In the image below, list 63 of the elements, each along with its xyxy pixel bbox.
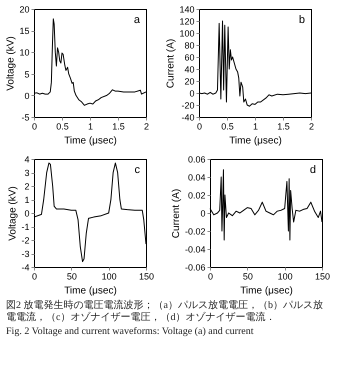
x-tick-label: 0 bbox=[208, 272, 214, 282]
y-tick-label: -5 bbox=[21, 112, 30, 122]
x-axis-title: Time (μsec) bbox=[64, 286, 117, 296]
x-tick-label: 0.5 bbox=[56, 122, 69, 132]
x-tick-label: 1.5 bbox=[277, 122, 290, 132]
x-tick-label: 1 bbox=[252, 122, 258, 132]
annotation: d bbox=[310, 164, 316, 176]
y-tick-label: 140 bbox=[179, 4, 194, 14]
y-tick-label: 0.04 bbox=[188, 172, 206, 182]
x-tick-label: 100 bbox=[102, 272, 117, 282]
y-tick-label: -20 bbox=[181, 100, 194, 110]
x-tick-label: 0.5 bbox=[221, 122, 234, 132]
x-axis-title: Time (μsec) bbox=[229, 136, 282, 146]
y-tick-label: -0.06 bbox=[184, 262, 206, 272]
y-tick-label: 80 bbox=[184, 40, 194, 50]
x-axis-title: Time (μsec) bbox=[64, 136, 117, 146]
y-tick-label: -4 bbox=[21, 262, 30, 272]
y-axis-title: Voltage (kV) bbox=[5, 36, 16, 91]
y-tick-label: -40 bbox=[181, 112, 194, 122]
y-tick-label: 3 bbox=[24, 168, 30, 178]
y-tick-label: 0 bbox=[200, 208, 206, 218]
caption: Fig. 2 Voltage and current waveforms: Voltage (a) and current bbox=[6, 326, 255, 338]
y-tick-label: 120 bbox=[179, 16, 194, 26]
x-tick-label: 2 bbox=[144, 122, 150, 132]
y-tick-label: 0.06 bbox=[188, 154, 206, 164]
x-tick-label: 150 bbox=[314, 272, 330, 282]
x-tick-label: 100 bbox=[278, 272, 293, 282]
y-tick-label: 5 bbox=[24, 69, 30, 80]
y-tick-label: 10 bbox=[19, 48, 30, 58]
x-tick-label: 1.5 bbox=[112, 122, 125, 132]
y-tick-label: -2 bbox=[21, 236, 30, 246]
x-axis-title: Time (μsec) bbox=[240, 286, 293, 296]
y-tick-label: 0 bbox=[189, 88, 194, 98]
y-tick-label: 15 bbox=[19, 26, 30, 36]
x-tick-label: 1 bbox=[88, 122, 94, 132]
x-tick-label: 2 bbox=[308, 122, 314, 132]
y-tick-label: -0.04 bbox=[184, 244, 206, 254]
x-tick-label: 50 bbox=[242, 272, 253, 282]
y-tick-label: 0 bbox=[24, 90, 30, 101]
y-axis-title: Voltage (kV) bbox=[8, 186, 18, 241]
y-tick-label: 1 bbox=[24, 195, 30, 205]
x-tick-label: 0 bbox=[32, 272, 38, 282]
caption: 図2 放電発生時の電圧電流波形；（a）パルス放電電圧，（b）パルス放電電流，（c）オゾナイザー電圧，（d）オゾナイザー電流． bbox=[6, 300, 324, 324]
annotation: b bbox=[298, 14, 305, 26]
x-tick-label: 0 bbox=[32, 122, 38, 132]
annotation: a bbox=[134, 14, 141, 26]
y-tick-label: -1 bbox=[21, 222, 30, 232]
y-tick-label: 20 bbox=[19, 4, 30, 14]
y-tick-label: 0 bbox=[24, 208, 30, 218]
y-tick-label: -3 bbox=[21, 249, 30, 259]
annotation: c bbox=[134, 164, 140, 176]
y-axis-title: Current (A) bbox=[170, 188, 182, 238]
y-tick-label: 40 bbox=[184, 64, 194, 74]
y-tick-label: 20 bbox=[184, 76, 194, 86]
y-tick-label: 100 bbox=[179, 28, 194, 38]
y-tick-label: 0.02 bbox=[188, 190, 206, 200]
x-tick-label: 50 bbox=[66, 272, 77, 282]
y-tick-label: 4 bbox=[24, 154, 30, 164]
y-axis-title: Current (A) bbox=[165, 38, 176, 88]
y-tick-label: 60 bbox=[184, 52, 194, 62]
y-tick-label: -0.02 bbox=[184, 226, 206, 236]
y-tick-label: 2 bbox=[24, 182, 30, 192]
x-tick-label: 150 bbox=[138, 272, 154, 282]
